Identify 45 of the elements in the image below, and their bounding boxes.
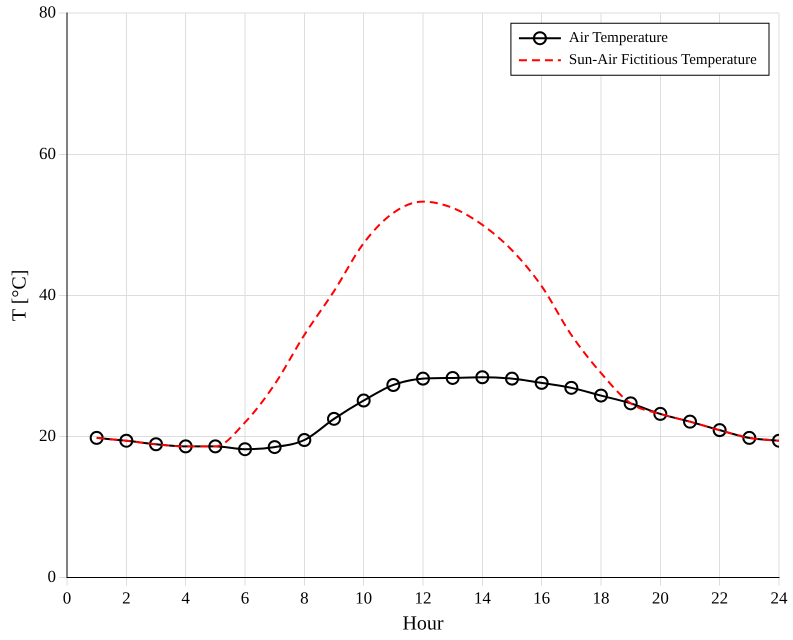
x-tick-label: 10 xyxy=(355,588,372,608)
point xyxy=(268,440,282,454)
point xyxy=(386,378,400,392)
y-tick-label: 80 xyxy=(39,2,56,22)
y-axis-title: T [°C] xyxy=(8,270,30,322)
y-tick-label: 20 xyxy=(39,426,56,445)
point xyxy=(712,423,727,438)
point xyxy=(742,430,756,445)
point xyxy=(90,430,104,445)
y-tick-label: 60 xyxy=(39,144,56,163)
x-tick-label: 22 xyxy=(711,588,728,608)
point xyxy=(653,406,668,421)
point xyxy=(446,370,460,385)
point xyxy=(475,370,490,384)
point xyxy=(416,372,430,386)
y-tick-label: 40 xyxy=(39,284,56,304)
x-tick-label: 4 xyxy=(181,588,190,608)
point xyxy=(149,437,163,452)
x-tick-label: 8 xyxy=(300,588,309,608)
point xyxy=(327,412,341,426)
point xyxy=(208,439,222,454)
x-tick-label: 24 xyxy=(770,588,788,608)
point xyxy=(238,442,252,456)
point xyxy=(564,380,578,395)
x-tick-label: 16 xyxy=(533,588,550,608)
x-tick-label: 2 xyxy=(122,588,131,608)
x-tick-label: 20 xyxy=(652,588,669,608)
x-tick-label: 0 xyxy=(62,588,72,608)
x-tick-label: 12 xyxy=(414,588,432,608)
x-tick-label: 14 xyxy=(474,588,492,608)
point xyxy=(683,414,697,429)
point xyxy=(534,376,549,390)
x-tick-label: 6 xyxy=(240,588,250,608)
point xyxy=(624,396,638,410)
point xyxy=(178,439,193,454)
point xyxy=(356,394,371,408)
point xyxy=(594,388,608,403)
point xyxy=(297,433,312,448)
legend-label: Air Temperature xyxy=(568,30,668,46)
x-tick-label: 18 xyxy=(592,588,610,608)
legend-label: Sun-Air Fictitious Temperature xyxy=(568,52,758,68)
point xyxy=(119,434,134,448)
y-tick-label: 0 xyxy=(48,567,56,586)
x-axis-title: Hour xyxy=(402,612,444,634)
point xyxy=(505,372,519,386)
